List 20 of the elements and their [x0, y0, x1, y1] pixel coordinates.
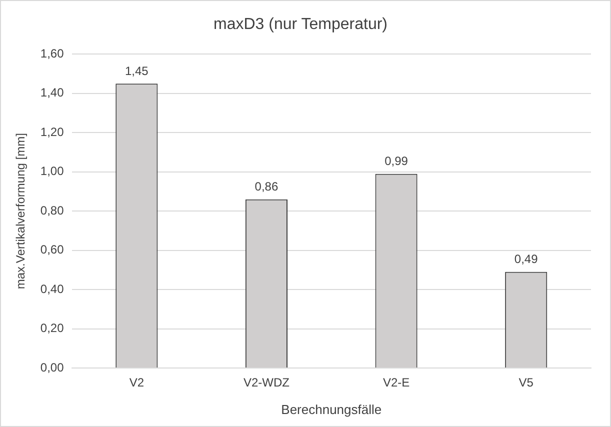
- data-label: 0,49: [514, 252, 538, 266]
- y-tick-label: 0,40: [40, 282, 64, 296]
- x-tick-label: V2-E: [382, 376, 410, 390]
- y-tick-label: 1,60: [40, 46, 64, 61]
- y-tick-label: 1,20: [40, 124, 64, 139]
- data-label: 0,86: [254, 180, 278, 194]
- y-tick-label: 0,60: [40, 242, 64, 257]
- y-tick-label: 1,00: [40, 164, 64, 178]
- x-axis-title: Berechnungsfälle: [281, 402, 382, 417]
- chart-title: maxD3 (nur Temperatur): [214, 16, 388, 34]
- data-label: 0,99: [384, 154, 408, 168]
- data-label: 1,45: [124, 64, 149, 78]
- y-axis-title: max.Vertikalverformung [mm]: [14, 133, 28, 290]
- y-tick-label: 1,40: [40, 86, 64, 100]
- y-tick-label: 0,20: [40, 321, 64, 336]
- y-tick-label: 0,80: [40, 203, 64, 218]
- x-tick-label: V2-WDZ: [243, 376, 290, 390]
- x-tick-label: V2: [129, 376, 144, 390]
- y-tick-label: 0,00: [40, 360, 64, 374]
- x-tick-label: V5: [518, 376, 534, 390]
